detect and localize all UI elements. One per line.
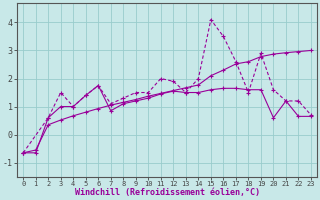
X-axis label: Windchill (Refroidissement éolien,°C): Windchill (Refroidissement éolien,°C) — [75, 188, 260, 197]
